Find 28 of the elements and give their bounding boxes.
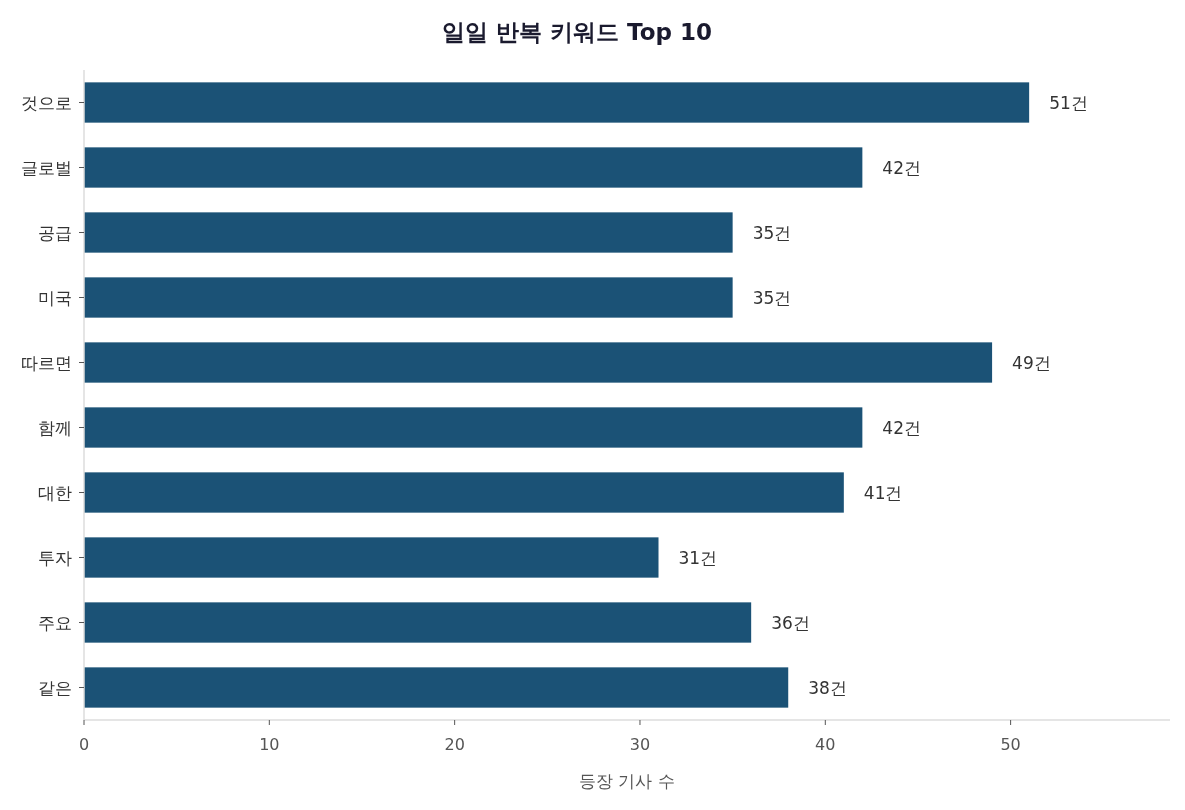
data-label: 41건	[863, 482, 903, 503]
x-tick-label: 40	[815, 735, 836, 754]
x-tick-label: 10	[259, 735, 280, 754]
y-tick-label: 대한	[38, 482, 72, 503]
y-tick-label: 주요	[38, 612, 72, 633]
x-axis-title: 등장 기사 수	[579, 771, 675, 791]
data-label: 42건	[882, 417, 921, 438]
x-tick-label: 30	[629, 735, 651, 754]
data-label: 49건	[1012, 352, 1051, 373]
data-label: 31건	[678, 547, 718, 568]
x-tick-label: 50	[1000, 735, 1021, 754]
data-label: 35건	[752, 222, 792, 243]
y-tick-label: 같은	[38, 677, 72, 698]
data-label: 42건	[882, 157, 921, 178]
y-tick-label: 미국	[38, 287, 72, 308]
chart-title: 일일 반복 키워드 Top 10	[442, 19, 712, 45]
y-tick-label: 따르면	[21, 352, 72, 373]
data-label: 38건	[808, 677, 847, 698]
x-tick-label: 20	[444, 735, 465, 754]
y-tick-label: 투자	[38, 547, 72, 568]
y-tick-label: 함께	[38, 417, 72, 438]
y-tick-label: 것으로	[21, 92, 72, 113]
x-tick-label: 0	[78, 735, 90, 754]
data-label: 36건	[771, 612, 810, 633]
data-label: 35건	[752, 287, 792, 308]
data-label: 51건	[1049, 92, 1088, 113]
y-tick-label: 공급	[38, 222, 72, 243]
y-tick-label: 글로벌	[21, 157, 72, 178]
